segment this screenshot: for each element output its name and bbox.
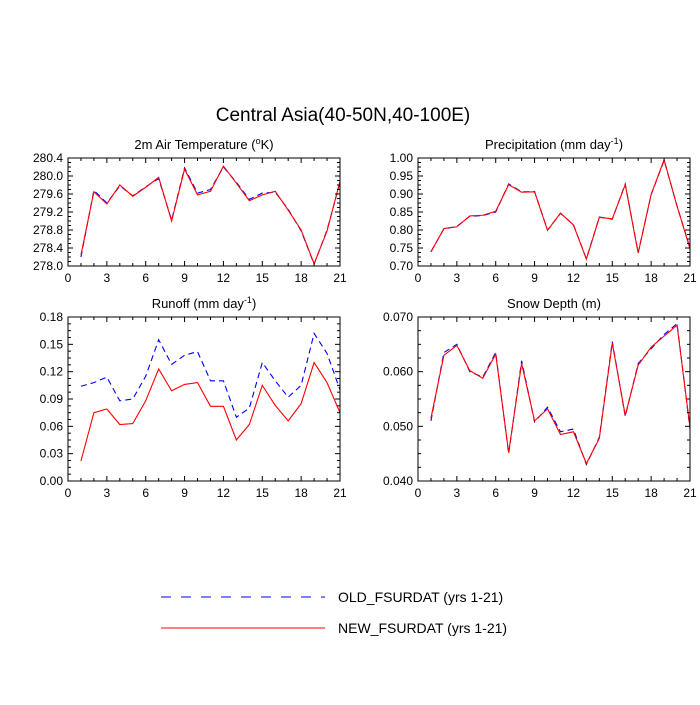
series-line-new bbox=[430, 158, 691, 261]
panel-title-main: Precipitation (mm day bbox=[485, 137, 611, 152]
x-tick-label: 9 bbox=[531, 486, 538, 500]
y-tick-label: 278.4 bbox=[33, 241, 63, 255]
x-tick-label: 0 bbox=[65, 486, 72, 500]
panel-title-main: 2m Air Temperature ( bbox=[134, 137, 256, 152]
x-tick-label: 3 bbox=[454, 271, 461, 285]
x-tick-label: 21 bbox=[683, 486, 697, 500]
plot-frame bbox=[417, 316, 691, 482]
y-tick-label: 0.12 bbox=[40, 365, 64, 379]
panel-snow-depth: Snow Depth (m) 0 3 6 9 12 15 18 21 0.040 0.050 0.06… bbox=[383, 296, 697, 500]
x-tick-label: 18 bbox=[294, 271, 308, 285]
x-tick-label: 3 bbox=[104, 486, 111, 500]
y-tick-label: 0.00 bbox=[40, 474, 64, 488]
legend-label-new: NEW_FSURDAT (yrs 1-21) bbox=[338, 620, 507, 636]
plot-frame bbox=[67, 316, 341, 482]
panel-title-superscript: o bbox=[256, 136, 261, 146]
y-tick-label: 0.070 bbox=[383, 310, 413, 324]
plot-frame bbox=[67, 157, 341, 267]
x-tick-label: 9 bbox=[181, 271, 188, 285]
y-tick-label: 0.040 bbox=[383, 474, 413, 488]
x-tick-label: 18 bbox=[644, 486, 658, 500]
y-tick-label: 0.060 bbox=[383, 365, 413, 379]
series-line-old bbox=[80, 332, 341, 419]
panel-title-tail: ) bbox=[252, 296, 256, 311]
x-tick-label: 15 bbox=[606, 486, 620, 500]
series-line-new bbox=[80, 165, 341, 266]
y-tick-label: 280.4 bbox=[33, 151, 63, 165]
y-tick-label: 0.90 bbox=[390, 187, 414, 201]
x-tick-label: 12 bbox=[217, 271, 231, 285]
y-tick-label: 0.06 bbox=[40, 419, 64, 433]
y-tick-label: 280.0 bbox=[33, 169, 63, 183]
x-tick-label: 6 bbox=[492, 486, 499, 500]
figure-title: Central Asia(40-50N,40-100E) bbox=[216, 105, 471, 126]
y-tick-label: 278.0 bbox=[33, 259, 63, 273]
y-tick-label: 278.8 bbox=[33, 223, 63, 237]
y-tick-label: 0.15 bbox=[40, 337, 64, 351]
panel-title-main: Runoff (mm day bbox=[152, 296, 245, 311]
series-line-old bbox=[430, 158, 691, 261]
panel-title: Precipitation (mm day-1) bbox=[485, 136, 623, 152]
x-tick-label: 12 bbox=[217, 486, 231, 500]
legend: OLD_FSURDAT (yrs 1-21) NEW_FSURDAT (yrs … bbox=[161, 589, 507, 636]
x-tick-label: 6 bbox=[492, 271, 499, 285]
panel-air-temperature: 2m Air Temperature (oK) 0 3 6 9 12 15 18 21 278.0… bbox=[33, 136, 347, 285]
y-tick-label: 0.03 bbox=[40, 447, 64, 461]
legend-label-old: OLD_FSURDAT (yrs 1-21) bbox=[338, 589, 503, 605]
panel-title-main: Snow Depth (m) bbox=[507, 296, 601, 311]
panel-runoff: Runoff (mm day-1) 0 3 6 9 12 15 18 21 0.00 0.03 0.0… bbox=[40, 295, 347, 500]
panel-title: Snow Depth (m) bbox=[507, 296, 601, 311]
x-tick-label: 0 bbox=[415, 486, 422, 500]
x-tick-label: 0 bbox=[65, 271, 72, 285]
y-tick-label: 0.050 bbox=[383, 419, 413, 433]
y-tick-label: 0.18 bbox=[40, 310, 64, 324]
x-tick-label: 15 bbox=[256, 486, 270, 500]
series-line-old bbox=[80, 166, 341, 266]
x-tick-label: 15 bbox=[256, 271, 270, 285]
y-tick-label: 0.75 bbox=[390, 241, 414, 255]
x-tick-label: 21 bbox=[333, 486, 347, 500]
x-tick-label: 6 bbox=[142, 486, 149, 500]
panel-title-superscript: -1 bbox=[244, 295, 252, 305]
y-tick-label: 1.00 bbox=[390, 151, 414, 165]
series-line-new bbox=[430, 324, 691, 465]
x-tick-label: 18 bbox=[644, 271, 658, 285]
x-tick-label: 3 bbox=[454, 486, 461, 500]
series-line-new bbox=[80, 361, 341, 462]
y-tick-label: 0.80 bbox=[390, 223, 414, 237]
x-tick-label: 6 bbox=[142, 271, 149, 285]
x-tick-label: 3 bbox=[104, 271, 111, 285]
y-tick-label: 279.6 bbox=[33, 187, 63, 201]
x-tick-label: 18 bbox=[294, 486, 308, 500]
x-tick-label: 12 bbox=[567, 486, 581, 500]
plot-frame bbox=[417, 157, 691, 267]
x-tick-label: 15 bbox=[606, 271, 620, 285]
y-tick-label: 0.95 bbox=[390, 169, 414, 183]
x-tick-label: 0 bbox=[415, 271, 422, 285]
panel-title-tail: K) bbox=[261, 137, 274, 152]
y-tick-label: 279.2 bbox=[33, 205, 63, 219]
panel-title-superscript: -1 bbox=[611, 136, 619, 146]
x-tick-label: 9 bbox=[531, 271, 538, 285]
series-line-old bbox=[430, 322, 691, 467]
x-tick-label: 21 bbox=[333, 271, 347, 285]
panel-title: 2m Air Temperature (oK) bbox=[134, 136, 273, 152]
x-tick-label: 9 bbox=[181, 486, 188, 500]
x-tick-label: 12 bbox=[567, 271, 581, 285]
y-tick-label: 0.09 bbox=[40, 392, 64, 406]
panel-precipitation: Precipitation (mm day-1) 0 3 6 9 12 15 18 21 0.70… bbox=[390, 136, 697, 285]
panel-title-tail: ) bbox=[619, 137, 623, 152]
y-tick-label: 0.85 bbox=[390, 205, 414, 219]
panel-title: Runoff (mm day-1) bbox=[152, 295, 257, 311]
x-tick-label: 21 bbox=[683, 271, 697, 285]
y-tick-label: 0.70 bbox=[390, 259, 414, 273]
